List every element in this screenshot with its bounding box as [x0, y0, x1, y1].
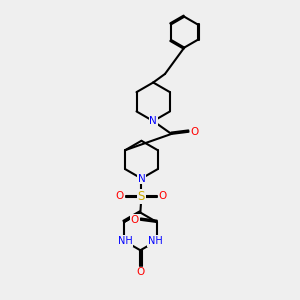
Text: O: O [159, 191, 167, 201]
Text: NH: NH [148, 236, 163, 246]
Text: O: O [116, 191, 124, 201]
Text: O: O [130, 215, 139, 225]
Text: S: S [138, 190, 145, 202]
Text: O: O [136, 267, 145, 278]
Text: N: N [138, 173, 145, 184]
Text: O: O [190, 127, 199, 137]
Text: NH: NH [118, 236, 133, 246]
Text: N: N [149, 116, 157, 126]
